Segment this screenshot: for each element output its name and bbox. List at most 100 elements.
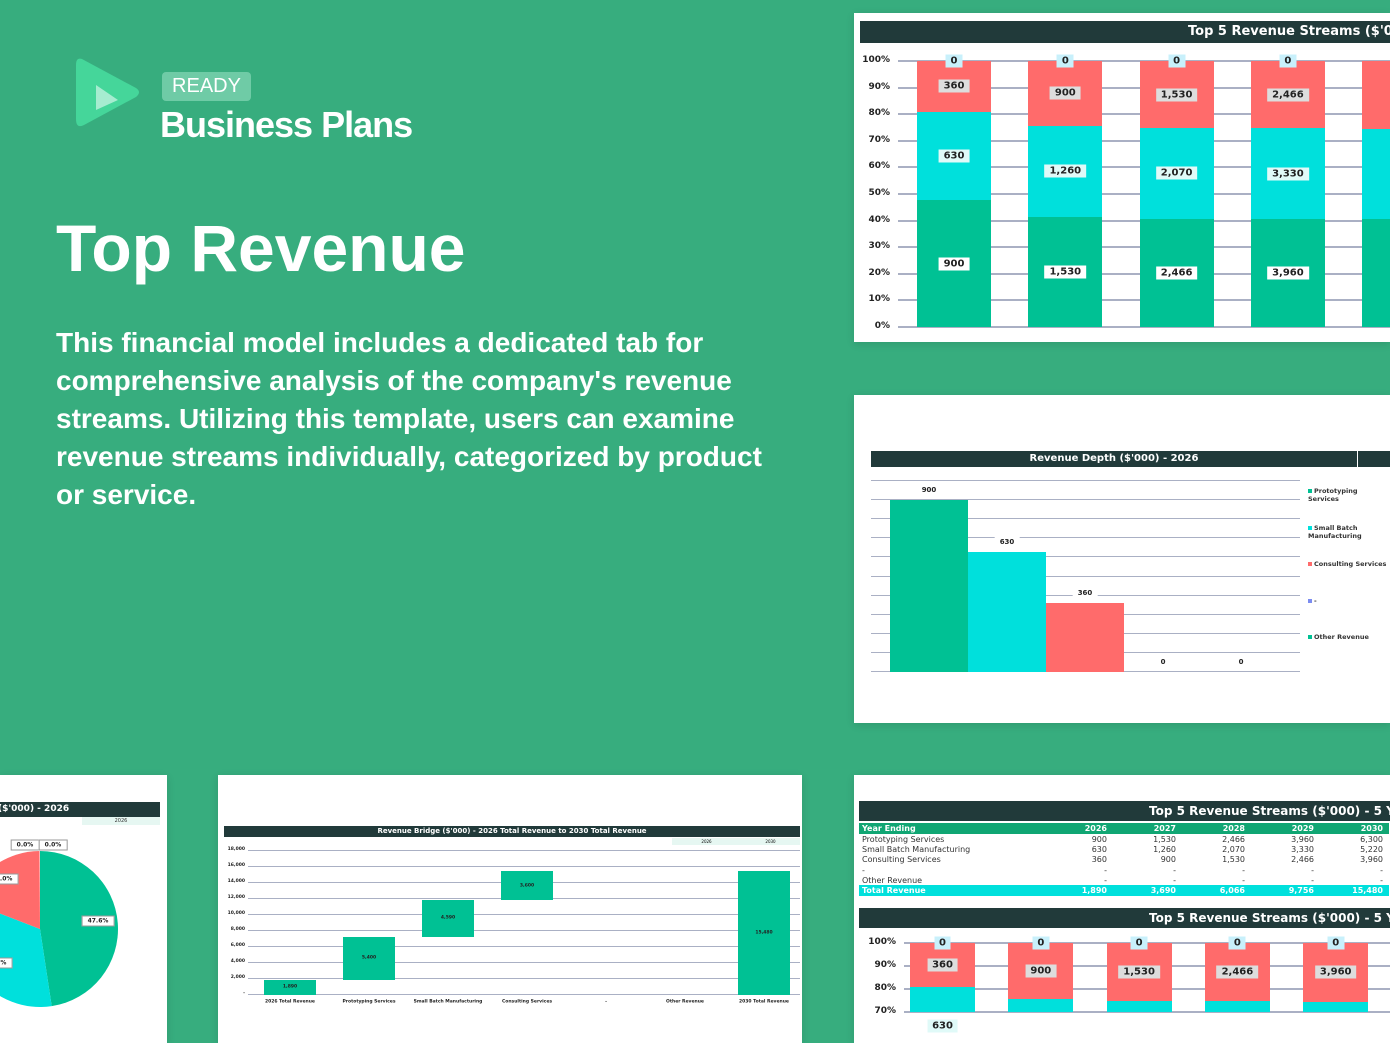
y-tick-label: 90% [874, 960, 896, 970]
data-label: 630 [994, 536, 1020, 547]
table-row: Other Revenue - - - - - [859, 875, 1389, 885]
data-label: 0 [1233, 657, 1249, 667]
chart-title: Top 5 Revenue Streams ($'000 [860, 21, 1390, 43]
cell-label: Consulting Services [862, 855, 941, 865]
data-label: 630 [927, 1019, 958, 1033]
cell-value: 900 [1091, 834, 1107, 844]
pie-slice [0, 913, 52, 1007]
y-tick-label: 70% [868, 134, 890, 145]
y-tick-label: 14,000 [227, 879, 245, 884]
bar [738, 871, 790, 995]
y-tick-label: 10% [868, 294, 890, 305]
pie-chart [0, 851, 118, 1007]
data-label: 2,070 [1155, 166, 1198, 180]
bar [501, 871, 553, 900]
cell-value: 3,690 [1150, 886, 1176, 896]
cell-value: 900 [1160, 855, 1176, 865]
subheader-year: 2026 [82, 817, 160, 825]
gridline [248, 930, 800, 931]
x-tick-label: Small Batch Manufacturing [413, 999, 483, 1005]
legend-item[interactable]: Prototyping Services [1308, 487, 1388, 503]
data-label: 0 [1168, 54, 1186, 68]
data-label: 5,400 [361, 955, 377, 961]
y-tick-label: 70% [874, 1006, 896, 1016]
gridline [871, 499, 1300, 501]
cell-value: 1,890 [1081, 886, 1107, 896]
y-tick-label: 18,000 [227, 847, 245, 852]
legend-item[interactable]: Small Batch Manufacturing [1308, 524, 1388, 540]
y-tick-label: 100% [868, 937, 896, 947]
cell-value: 2,070 [1222, 844, 1245, 854]
data-label: 1,530 [1118, 965, 1160, 979]
cell-value: - [1380, 865, 1383, 875]
y-tick-label: 80% [874, 983, 896, 993]
data-label: 3,600 [519, 883, 535, 889]
gridline [248, 994, 800, 995]
bar-segment [1008, 999, 1074, 1012]
gridline [248, 946, 800, 947]
chart-title: Top 5 Revenue Streams ($'000) - 5 Years [859, 908, 1390, 928]
cell-label: Year Ending [862, 824, 916, 833]
top5-percent-chart-card: Top 5 Revenue Streams ($'000 0% 10% 20% 30%… [854, 13, 1390, 342]
cell-value: 2029 [1291, 824, 1314, 833]
cell-value: 6,066 [1219, 886, 1245, 896]
bar [968, 551, 1046, 672]
run-rate-pie-card: Run-Rate ($'000) - 2026 2026 47.6% 33.3% 1… [0, 775, 167, 1043]
x-tick-label: Prototyping Services [342, 999, 396, 1005]
cell-value: 2026 [1084, 824, 1107, 833]
data-label: 360 [1072, 588, 1098, 599]
data-label: 2,466 [1155, 266, 1198, 280]
y-tick-label: 10,000 [227, 911, 245, 916]
data-label: 1,530 [1155, 88, 1198, 102]
data-label: 15,480 [755, 930, 773, 936]
brand-badge: READY [162, 72, 251, 101]
cell-value: - [1173, 875, 1176, 885]
cell-value: 3,330 [1291, 844, 1314, 854]
cell-value: 1,530 [1153, 834, 1176, 844]
gridline [871, 556, 1300, 558]
x-tick-label: 2026 Total Revenue [265, 999, 315, 1005]
cell-value: 360 [1091, 855, 1107, 865]
cell-value: - [1311, 875, 1314, 885]
data-label: 19.0% [0, 873, 19, 885]
gridline [248, 866, 800, 867]
data-label: 3,330 [1267, 167, 1309, 181]
gridline [248, 850, 800, 851]
data-label: 0 [1228, 936, 1246, 950]
gridline [248, 962, 800, 963]
cell-value: 3,960 [1360, 855, 1383, 865]
cell-label: Other Revenue [862, 875, 923, 885]
data-label: 0 [1130, 936, 1148, 950]
x-tick-label: 2030 Total Revenue [739, 999, 789, 1005]
brand-name: Business Plans [160, 104, 413, 145]
legend-item[interactable]: - [1308, 597, 1388, 605]
table-row: ------ [859, 865, 1389, 875]
legend-item[interactable]: Consulting Services [1308, 560, 1388, 568]
data-label: 360 [927, 958, 958, 972]
y-tick-label: 12,000 [227, 895, 245, 900]
cell-value: 6,300 [1360, 834, 1383, 844]
bar [890, 500, 968, 672]
gridline [871, 480, 1300, 481]
data-label: 900 [916, 485, 942, 496]
cell-value: 5,220 [1360, 844, 1383, 854]
data-label: 0 [945, 54, 963, 68]
data-label: 1,260 [1044, 164, 1087, 178]
data-label: 33.3% [0, 957, 13, 969]
cell-label: Prototyping Services [862, 834, 945, 844]
page-description: This financial model includes a dedicate… [56, 327, 762, 510]
revenue-table: Year Ending 2026 2027 2028 2029 2030 Prototypi… [859, 823, 1389, 896]
legend-swatch [1308, 598, 1312, 603]
bar-segment [1362, 218, 1390, 327]
cell-label: Total Revenue [862, 886, 926, 896]
cell-value: 9,756 [1288, 886, 1314, 896]
legend-item[interactable]: Other Revenue [1308, 633, 1388, 641]
y-tick-label: 6,000 [230, 943, 245, 948]
bar-segment [1303, 1001, 1369, 1012]
data-label: 0.0% [38, 839, 68, 851]
y-tick-label: 90% [868, 81, 890, 92]
data-label: 900 [938, 257, 970, 271]
data-label: 47.6% [81, 915, 115, 927]
cell-value: 15,480 [1352, 886, 1383, 896]
cell-value: - [1104, 875, 1107, 885]
